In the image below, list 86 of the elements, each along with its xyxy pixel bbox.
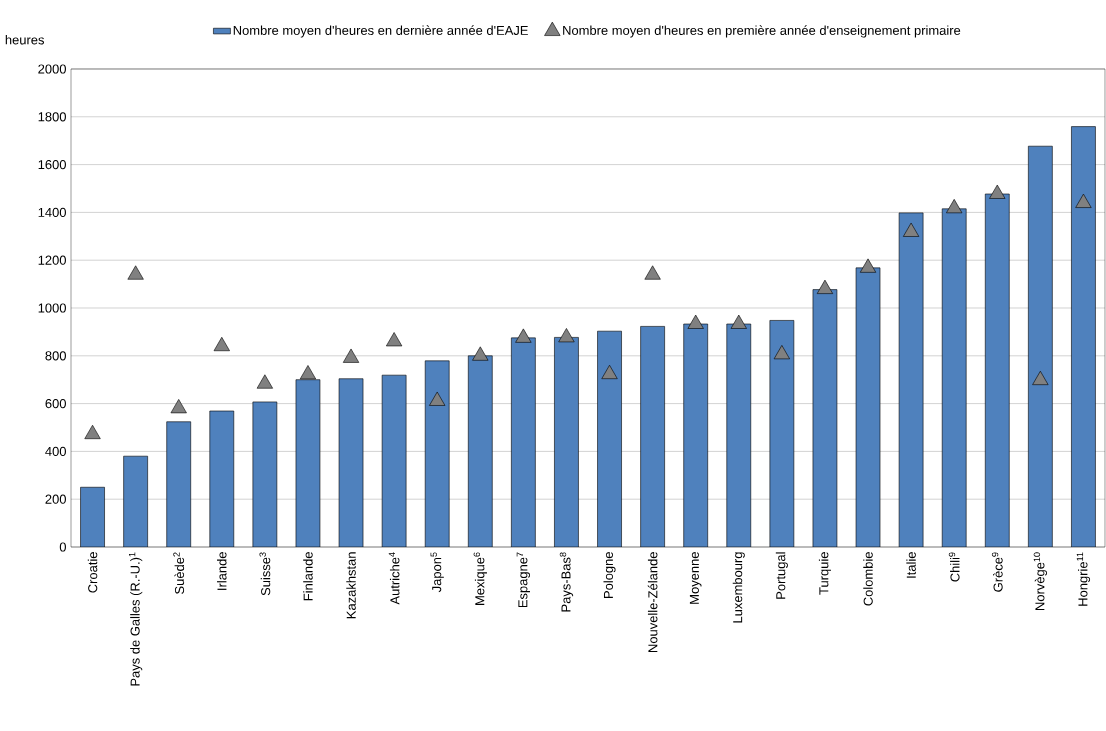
bar: [899, 212, 924, 547]
point: [644, 265, 661, 280]
bar: [554, 337, 579, 547]
point: [386, 332, 403, 347]
bar: [511, 337, 536, 547]
point: [601, 364, 618, 379]
point: [946, 199, 963, 214]
y-tick-label: 0: [59, 542, 66, 552]
bar: [339, 378, 364, 547]
y-tick-label: 800: [45, 351, 66, 361]
point: [84, 424, 101, 439]
bar: [425, 360, 450, 547]
y-tick-label: 1000: [38, 303, 66, 313]
x-tick-label: Suède$^{2}$: [173, 552, 185, 594]
point: [127, 265, 144, 280]
x-tick-label: Italie: [906, 552, 916, 578]
y-tick-label: 2000: [38, 64, 66, 74]
point: [299, 365, 317, 380]
bar: [295, 379, 320, 547]
bar: [942, 208, 967, 547]
x-tick-label: Grèce$^{9}$: [991, 552, 1003, 592]
x-tick-label: Colombie: [863, 552, 873, 606]
x-tick-label: Portugal: [775, 552, 788, 599]
y-tick-label: 600: [45, 399, 66, 409]
bar: [468, 355, 493, 547]
point: [342, 348, 360, 363]
x-tick-label: Hongrie$^{11}$: [1076, 552, 1091, 606]
point: [1075, 193, 1092, 208]
bar: [812, 289, 837, 547]
bar: [597, 331, 622, 547]
point: [816, 279, 834, 294]
y-tick-label: 1200: [38, 255, 66, 265]
y-tick-label: 1800: [38, 112, 66, 122]
bar: [726, 324, 751, 547]
x-tick-label: Espagne$^{7}$: [516, 552, 530, 608]
x-tick-label: Finlande: [303, 552, 313, 601]
x-tick-label: Japon$^{5}$: [430, 552, 444, 593]
y-tick-label: 1400: [38, 207, 66, 217]
x-tick-label: Luxembourg: [732, 552, 745, 623]
x-tick-label: Mexique$^{6}$: [473, 552, 487, 605]
point: [773, 345, 790, 360]
bar: [1028, 146, 1053, 547]
x-tick-label: Suisse$^{3}$: [259, 552, 271, 596]
bar: [769, 320, 794, 547]
x-tick-label: Turquie: [818, 552, 831, 595]
x-tick-label: Irlande: [217, 552, 227, 590]
point: [859, 258, 877, 273]
bar: [209, 411, 234, 547]
x-tick-label: Moyenne: [689, 552, 702, 604]
x-tick-label: Pays de Galles (R.-U.)$^{1}$: [129, 552, 143, 686]
x-tick-label: Norvège$^{10}$: [1033, 552, 1048, 610]
legend-label: Nombre moyen d'heures en première année d'enseignement primaire: [563, 25, 961, 38]
y-tick-label: 400: [45, 446, 66, 456]
y-tick-label: 200: [45, 494, 66, 504]
bar: [252, 401, 277, 547]
point: [213, 336, 230, 352]
x-tick-label: Croatie: [87, 552, 98, 593]
bar: [1071, 126, 1096, 547]
point: [170, 399, 187, 414]
x-tick-label: Kazakhstan: [346, 552, 356, 619]
bar: [683, 324, 708, 547]
bar: [856, 267, 881, 547]
x-tick-label: Autriche$^{4}$: [388, 552, 400, 605]
point: [256, 374, 273, 389]
point: [558, 328, 575, 343]
x-tick-label: Pologne: [603, 552, 616, 598]
bar: [166, 421, 191, 547]
point: [429, 391, 446, 406]
x-tick-label: Chili$^{9}$: [948, 552, 960, 582]
legend-label: Nombre moyen d'heures en dernière année d'EAJE: [233, 25, 528, 38]
point: [903, 222, 920, 237]
y-tick-label: 1600: [38, 160, 66, 170]
y-axis-title: heures: [5, 34, 45, 45]
bar: [640, 326, 665, 547]
bar: [985, 193, 1010, 547]
point: [989, 184, 1006, 199]
bar: [382, 375, 407, 547]
x-tick-label: Nouvelle-Zélande: [647, 552, 658, 652]
point: [1032, 370, 1049, 385]
point: [515, 328, 532, 343]
point: [730, 314, 747, 329]
point: [472, 346, 489, 361]
bar: [123, 456, 148, 547]
x-tick-label: Pays-Bas$^{8}$: [559, 552, 574, 612]
bar: [80, 487, 105, 547]
point: [687, 314, 704, 329]
